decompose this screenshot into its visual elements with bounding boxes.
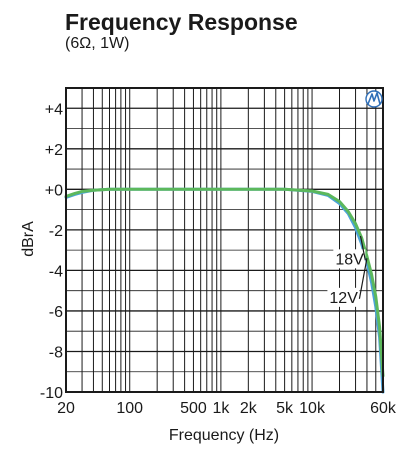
x-tick-label: 10k [299, 400, 326, 417]
annotation-bg [327, 287, 360, 307]
annotation-bg [333, 249, 366, 269]
grid [66, 88, 383, 392]
y-axis-label: dBrA [20, 221, 37, 257]
y-tick-label: -2 [49, 223, 63, 240]
x-tick-label: 5k [276, 400, 294, 417]
x-tick-label: 100 [116, 400, 143, 417]
series-line-12v [64, 187, 385, 378]
y-tick-label: -6 [49, 304, 63, 321]
chart-subtitle: (6Ω, 1W) [65, 35, 129, 52]
chart-title: Frequency Response [65, 9, 298, 35]
y-tick-label: -4 [49, 263, 63, 280]
tick-labels: 20 100 500 1k 2k 5k 10k 60k +4 +2 +0 -2 -4 -6 -8 -10 [40, 101, 397, 417]
y-tick-label: +0 [45, 182, 63, 199]
x-tick-label: 1k [212, 400, 230, 417]
plot-frame [65, 87, 384, 393]
x-tick-label: 20 [57, 400, 75, 417]
annotation-label-12v: 12V [329, 290, 358, 307]
y-tick-label: +2 [45, 142, 63, 159]
x-axis-label: Frequency (Hz) [169, 427, 279, 444]
brand-logo-icon [365, 90, 383, 108]
annotation-leader [359, 235, 366, 261]
x-tick-label: 2k [240, 400, 258, 417]
y-tick-label: +4 [45, 101, 63, 118]
y-tick-label: -10 [40, 385, 63, 402]
annotation-label-18v: 18V [335, 251, 364, 268]
annotations: 18V 12V [327, 235, 368, 307]
y-tick-label: -8 [49, 344, 63, 361]
x-tick-label: 500 [180, 400, 207, 417]
series-group [64, 187, 385, 394]
annotation-leader [358, 258, 368, 299]
x-tick-label: 60k [370, 400, 397, 417]
